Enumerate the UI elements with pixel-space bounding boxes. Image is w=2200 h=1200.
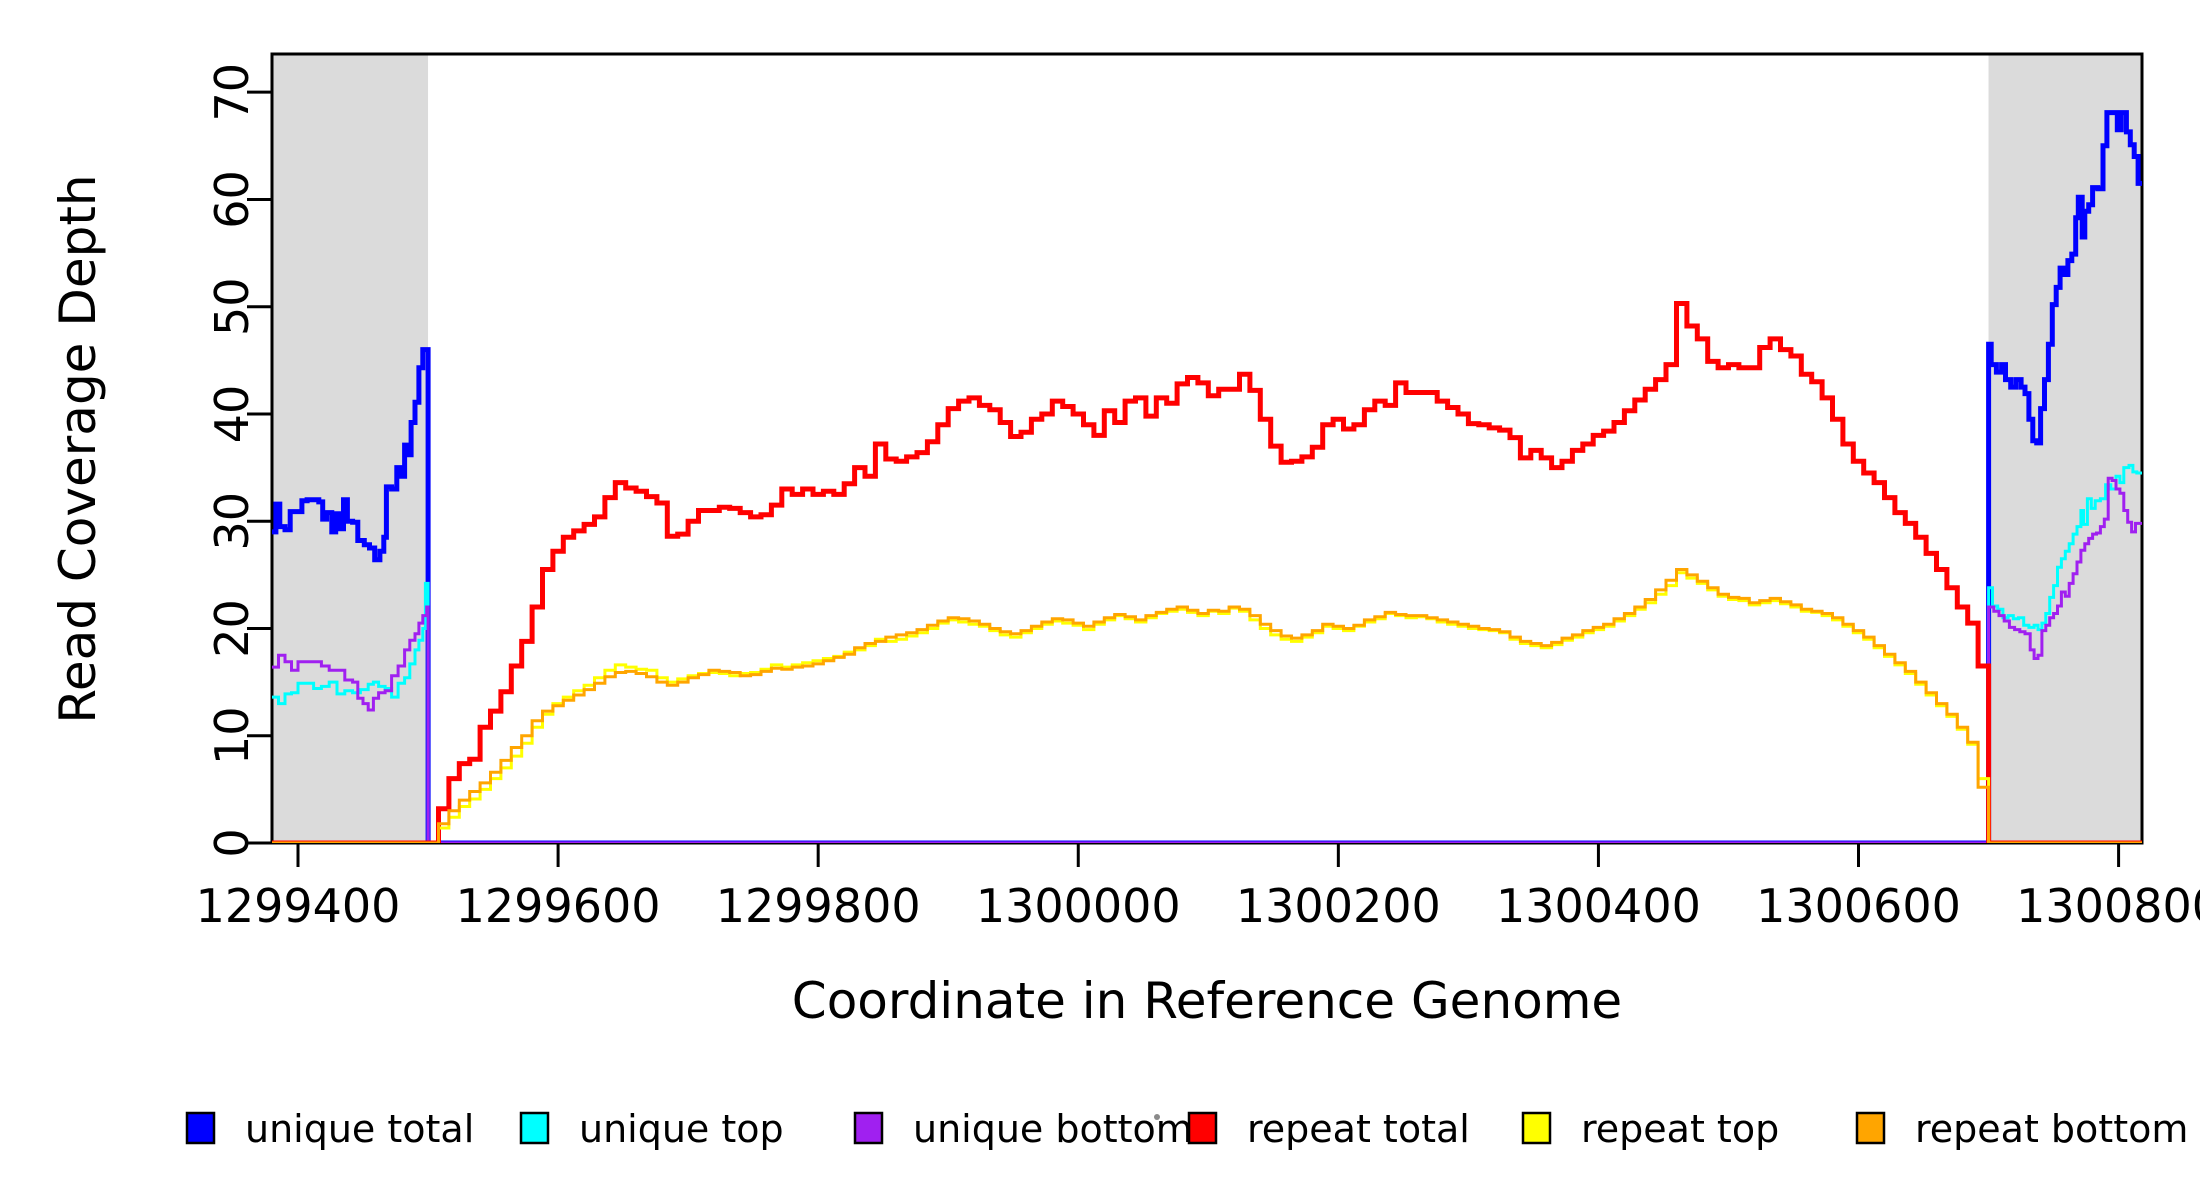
legend-swatch-repeat-total xyxy=(1187,1111,1218,1145)
x-axis: 1299400 1299600 1299800 1300000 1300200 13004… xyxy=(196,843,2200,933)
y-tick-label: 60 xyxy=(205,170,259,229)
chart-legend: unique total unique top unique bottom repea… xyxy=(185,1107,2188,1151)
y-tick-label: 70 xyxy=(205,63,259,122)
legend-label-unique-total: unique total xyxy=(245,1107,474,1151)
legend-label-repeat-bottom: repeat bottom xyxy=(1915,1107,2188,1151)
legend-label-unique-top: unique top xyxy=(579,1107,784,1151)
y-tick-label: 50 xyxy=(205,277,259,336)
shaded-region-left-unique-flank xyxy=(272,54,429,843)
y-tick-label: 0 xyxy=(205,828,259,857)
y-tick-label: 10 xyxy=(205,706,259,765)
x-tick-label: 1300600 xyxy=(1756,879,1961,933)
x-axis-title: Coordinate in Reference Genome xyxy=(792,972,1622,1030)
y-axis-title: Read Coverage Depth xyxy=(49,174,107,723)
series-line-repeat-bottom xyxy=(272,568,2142,843)
x-tick-label: 1300200 xyxy=(1236,879,1441,933)
legend-swatch-repeat-bottom xyxy=(1855,1111,1886,1145)
plot-border-box xyxy=(270,52,2144,845)
y-axis: 0 10 20 30 40 50 60 70 xyxy=(205,63,272,858)
shaded-region-right-unique-flank xyxy=(1988,54,2142,843)
x-tick-label: 1299800 xyxy=(716,879,921,933)
legend-swatch-unique-top xyxy=(519,1111,550,1145)
legend-item-unique-top: unique top xyxy=(519,1107,784,1151)
y-tick-label: 30 xyxy=(205,492,259,551)
x-tick-label: 1300400 xyxy=(1496,879,1701,933)
stray-dot-artifact xyxy=(1154,1114,1160,1120)
legend-swatch-unique-total xyxy=(185,1111,216,1145)
legend-item-unique-bottom: unique bottom xyxy=(853,1107,1193,1151)
series-line-unique-bottom xyxy=(272,476,2142,843)
legend-label-repeat-total: repeat total xyxy=(1247,1107,1470,1151)
series-line-unique-total xyxy=(272,110,2142,843)
legend-label-unique-bottom: unique bottom xyxy=(913,1107,1193,1151)
legend-item-unique-total: unique total xyxy=(185,1107,474,1151)
legend-swatch-repeat-top xyxy=(1521,1111,1552,1145)
series-line-unique-top xyxy=(272,463,2142,843)
series-lines xyxy=(272,110,2142,843)
x-tick-label: 1299400 xyxy=(196,879,401,933)
y-tick-label: 40 xyxy=(205,385,259,444)
series-line-repeat-total xyxy=(272,301,2142,843)
legend-label-repeat-top: repeat top xyxy=(1581,1107,1779,1151)
legend-item-repeat-bottom: repeat bottom xyxy=(1855,1107,2188,1151)
legend-item-repeat-top: repeat top xyxy=(1521,1107,1779,1151)
legend-swatch-unique-bottom xyxy=(853,1111,884,1145)
shaded-flank-bands xyxy=(272,54,2142,843)
y-tick-label: 20 xyxy=(205,599,259,658)
x-tick-label: 1300000 xyxy=(976,879,1181,933)
legend-item-repeat-total: repeat total xyxy=(1187,1107,1470,1151)
x-tick-label: 1299600 xyxy=(456,879,661,933)
